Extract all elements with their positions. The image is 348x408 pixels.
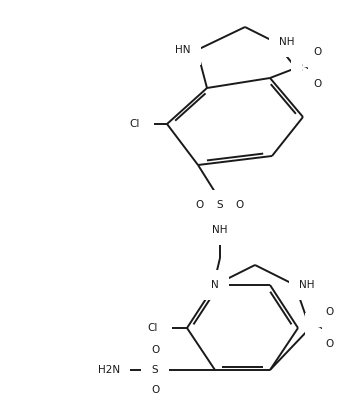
Text: S: S [301, 63, 308, 73]
Text: N: N [211, 280, 219, 290]
Text: O: O [326, 307, 334, 317]
Text: O: O [314, 47, 322, 57]
Text: O: O [151, 385, 159, 395]
Text: H2N: H2N [98, 365, 120, 375]
Text: S: S [217, 200, 223, 210]
Text: Cl: Cl [129, 119, 140, 129]
Text: NH: NH [299, 280, 315, 290]
Text: O: O [326, 339, 334, 349]
Text: O: O [151, 345, 159, 355]
Text: HN: HN [175, 45, 191, 55]
Text: S: S [152, 365, 158, 375]
Text: O: O [196, 200, 204, 210]
Text: NH: NH [279, 37, 294, 47]
Text: S: S [315, 323, 322, 333]
Text: NH: NH [212, 225, 228, 235]
Text: O: O [236, 200, 244, 210]
Text: Cl: Cl [148, 323, 158, 333]
Text: O: O [314, 79, 322, 89]
